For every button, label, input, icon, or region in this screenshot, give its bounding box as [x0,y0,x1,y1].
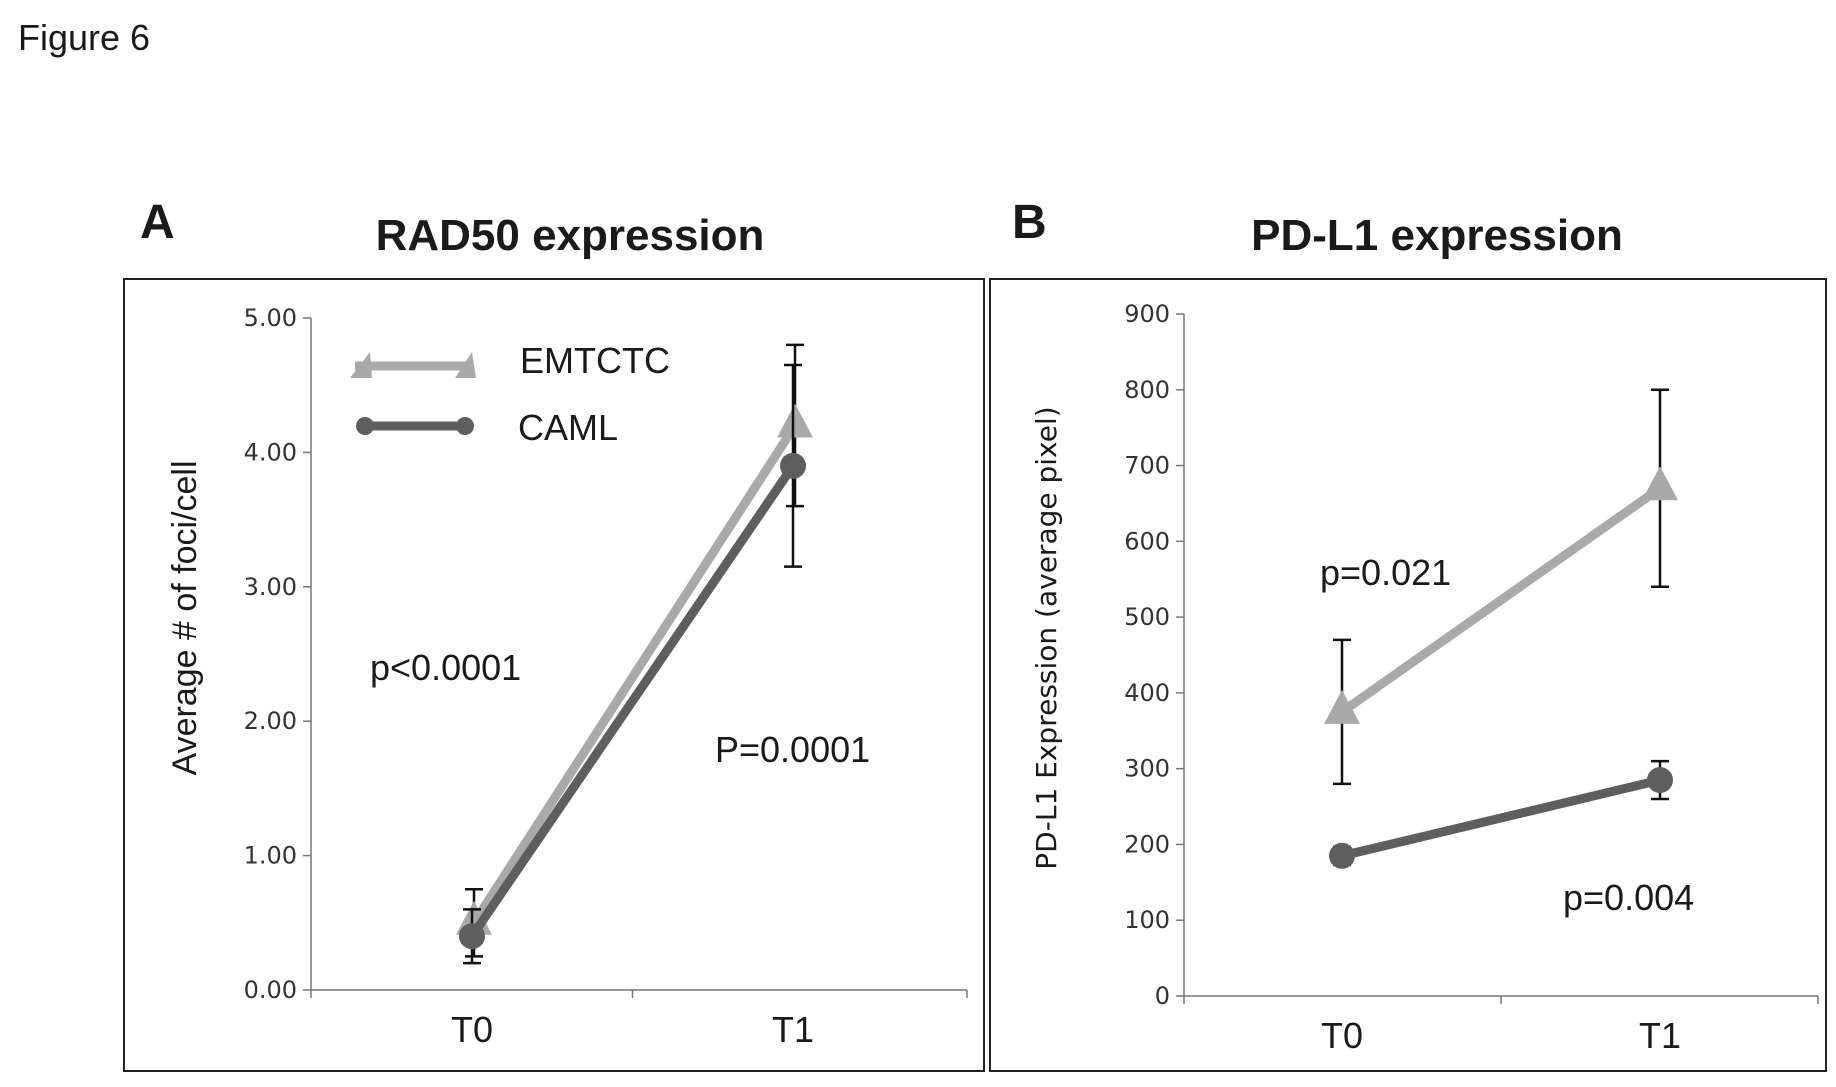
panel-a-y-tick-label: 2.00 [244,707,297,735]
legend-caml-swatch [356,417,474,435]
panel-b-emtctc-point [1642,466,1678,501]
panel-b-y-tick-label: 100 [1124,906,1170,934]
panel-b-emtctc-series-line [1337,483,1665,717]
panel-a-emtctc-point [777,403,813,438]
panel-b-y-tick-label: 500 [1124,603,1170,631]
panel-a-y-tick-label: 0.00 [244,976,297,1004]
panel-a-plot: 0.00 1.00 2.00 3.00 4.00 5.00 T0 T1 [244,304,968,1050]
panel-a-annotation-t1: P=0.0001 [715,729,870,770]
panel-b-y-tick-label: 200 [1124,830,1170,858]
panel-b-caml-point [1647,767,1673,794]
panel-b-x-tick-label: T1 [1639,1015,1681,1056]
panel-b-annotation-lower: p=0.004 [1563,877,1694,918]
panel-a-emtctc-series-line [469,421,800,928]
panel-b-y-tick-label: 0 [1155,982,1170,1010]
panel-b: B PD-L1 expression 0 100 200 300 400 500 600 70… [989,196,1827,1072]
panel-b-title: PD-L1 expression [1251,211,1623,260]
panel-b-emtctc-point [1324,689,1360,724]
panel-a-x-tick-label: T0 [451,1009,493,1050]
legend-caml-label: CAML [518,407,618,448]
legend: EMTCTC CAML [350,340,670,448]
panel-a-title: RAD50 expression [376,211,765,260]
panel-b-y-axis-label: PD-L1 Expression (average pixel) [1030,406,1063,869]
panel-a-frame [123,278,985,1072]
panel-a-caml-series-line [467,461,798,941]
panel-a-letter: A [140,196,175,249]
panel-a: A RAD50 expression 0.00 1.00 2.00 3.00 4.00 5… [123,196,985,1072]
panel-b-letter: B [1012,196,1047,249]
panel-a-y-tick-label: 5.00 [244,304,297,332]
panel-a-caml-point [780,452,806,479]
figure-title: Figure 6 [18,17,150,58]
panel-b-x-tick-label: T0 [1321,1015,1363,1056]
panel-a-y-tick-label: 1.00 [244,842,297,870]
panel-b-frame [989,278,1827,1072]
panel-b-y-tick-label: 400 [1124,679,1170,707]
legend-emtctc-swatch [350,352,476,378]
legend-emtctc-label: EMTCTC [520,340,670,381]
panel-b-y-tick-label: 300 [1124,755,1170,783]
panel-b-y-tick-label: 700 [1124,452,1170,480]
panel-a-caml-point [459,923,485,950]
panel-b-annotation-upper: p=0.021 [1320,552,1451,593]
panel-b-plot: 0 100 200 300 400 500 600 700 800 900 T0 T1 [1124,300,1819,1056]
panel-b-caml-point [1329,842,1355,869]
panel-b-caml-series-line [1337,775,1665,861]
panel-a-x-tick-label: T1 [772,1009,814,1050]
panel-b-y-tick-label: 800 [1124,376,1170,404]
panel-a-y-axis-label: Average # of foci/cell [166,461,204,776]
panel-b-y-tick-label: 600 [1124,527,1170,555]
panel-b-y-tick-label: 900 [1124,300,1170,328]
panel-a-y-tick-label: 4.00 [244,438,297,466]
panel-a-y-tick-label: 3.00 [244,573,297,601]
panel-a-annotation-t0: p<0.0001 [370,647,521,688]
